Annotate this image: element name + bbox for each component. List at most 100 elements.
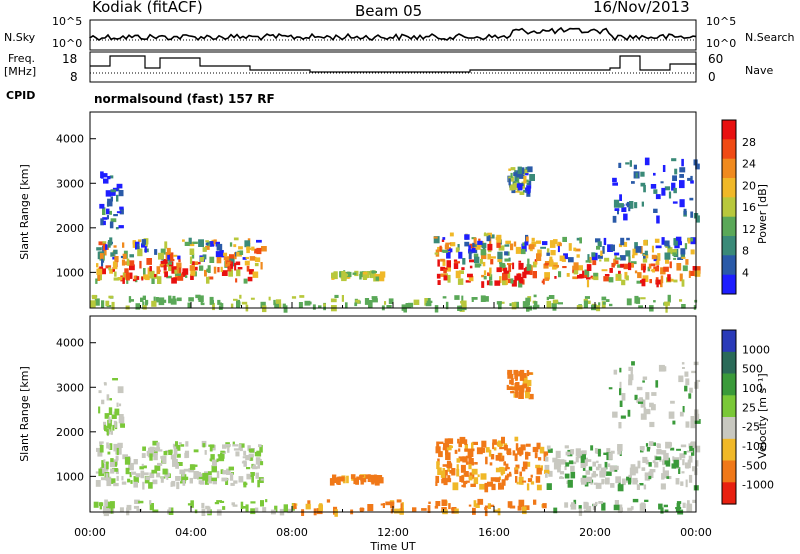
range-cell [235, 261, 241, 266]
range-cell [434, 252, 439, 255]
range-cell [115, 227, 119, 230]
range-cell [485, 456, 488, 465]
range-cell [113, 459, 117, 462]
range-cell [489, 274, 493, 281]
range-cell [220, 469, 224, 474]
range-cell [617, 484, 624, 492]
range-cell [121, 259, 126, 266]
station-title: Kodiak (fitACF) [92, 0, 203, 16]
range-cell [129, 254, 134, 258]
range-cell [451, 507, 457, 511]
range-cell [202, 443, 206, 448]
range-cell [634, 242, 638, 250]
date-title: 16/Nov/2013 [593, 0, 690, 16]
ytick-label: 3000 [56, 381, 84, 394]
range-cell [274, 302, 279, 308]
freq-panel-frame [89, 51, 697, 83]
range-cell [200, 300, 203, 304]
range-cell [689, 197, 694, 201]
range-cell [114, 271, 117, 277]
range-cell [603, 276, 610, 282]
range-cell [519, 471, 522, 477]
nsky-label: N.Sky [4, 31, 36, 44]
range-cell [212, 478, 217, 485]
colorbar-tick-label: 24 [742, 158, 756, 171]
range-cell [639, 483, 644, 486]
range-cell [132, 240, 137, 248]
range-cell [628, 366, 633, 371]
range-cell [525, 173, 529, 176]
range-cell [260, 301, 266, 308]
range-cell [583, 501, 588, 509]
noise-tick-bottom: 10^0 [52, 37, 83, 50]
range-cell [334, 294, 339, 298]
range-cell [528, 372, 533, 375]
range-cell [384, 301, 387, 305]
range-cell [695, 215, 700, 223]
range-cell [161, 457, 167, 461]
axes-ticks: 1000 2000 3000 4000 1000 2000 3000 4000 00:00 04:… [56, 133, 712, 539]
range-cell [242, 456, 246, 459]
range-cell [572, 265, 575, 274]
range-cell [95, 471, 99, 474]
range-cell [102, 217, 108, 220]
range-cell [668, 476, 672, 480]
range-cell [114, 446, 118, 451]
range-cell [442, 296, 447, 299]
range-cell [249, 454, 253, 461]
range-cell [141, 276, 144, 281]
colorbar-tick-label: 20 [742, 179, 756, 192]
range-cell [473, 253, 479, 258]
range-cell [468, 504, 472, 507]
range-cell [193, 476, 197, 479]
range-cell [615, 260, 619, 264]
range-cell [660, 275, 664, 284]
range-cell [675, 236, 682, 244]
range-cell [584, 296, 590, 299]
range-cell [176, 262, 182, 268]
range-cell [217, 267, 220, 273]
range-cell [94, 298, 100, 306]
range-cell [641, 399, 646, 408]
range-cell [683, 208, 687, 215]
range-cell [618, 422, 622, 429]
range-cell [461, 267, 465, 270]
range-cell [481, 242, 487, 249]
range-cell [563, 459, 567, 465]
colorbar-tick-label: -1000 [742, 479, 774, 492]
range-cell [536, 467, 542, 475]
range-cell [576, 254, 580, 258]
range-cell [219, 250, 224, 257]
range-cell [202, 254, 207, 260]
range-cell [623, 213, 628, 221]
range-cell [101, 300, 105, 308]
range-cell [595, 482, 602, 489]
range-cell [684, 462, 691, 469]
range-cell [640, 171, 645, 177]
range-cell [142, 305, 147, 310]
range-cell [586, 279, 590, 288]
ytick-label: 2000 [56, 222, 84, 235]
range-cell [628, 256, 631, 264]
range-cell [343, 273, 347, 280]
range-cell [648, 441, 654, 446]
range-cell [158, 297, 165, 306]
range-cell [458, 456, 465, 462]
range-cell [215, 251, 221, 258]
range-cell [274, 505, 278, 513]
range-cell [552, 299, 559, 304]
range-cell [591, 473, 597, 478]
range-cell [312, 304, 316, 310]
range-cell [484, 482, 489, 487]
range-cell [597, 241, 602, 247]
cpid-label: CPID [6, 89, 36, 102]
range-cell [604, 274, 610, 277]
range-cell [625, 275, 629, 281]
range-cell [442, 464, 448, 467]
range-cell [655, 456, 662, 461]
range-cell [643, 254, 649, 259]
range-cell [690, 416, 696, 424]
range-cell [473, 237, 477, 245]
range-cell [199, 265, 204, 271]
power-panel [90, 157, 701, 313]
